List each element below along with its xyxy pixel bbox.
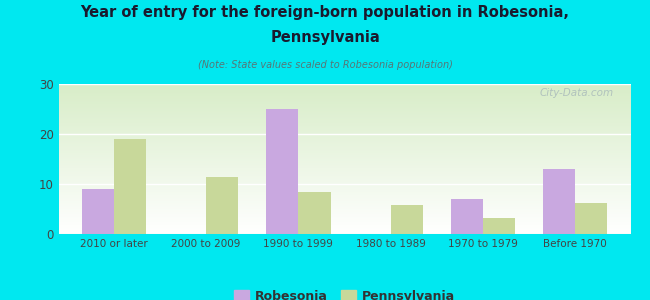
Bar [114,139,146,234]
Bar [575,203,608,234]
Bar [81,189,114,234]
Bar [206,176,239,234]
Bar [543,169,575,234]
Bar [298,191,331,234]
Bar [266,109,298,234]
Bar [450,199,483,234]
Legend: Robesonia, Pennsylvania: Robesonia, Pennsylvania [229,285,460,300]
Bar [483,218,515,234]
Text: Year of entry for the foreign-born population in Robesonia,: Year of entry for the foreign-born popul… [81,4,569,20]
Text: City-Data.com: City-Data.com [540,88,614,98]
Bar [391,205,423,234]
Text: (Note: State values scaled to Robesonia population): (Note: State values scaled to Robesonia … [198,60,452,70]
Text: Pennsylvania: Pennsylvania [270,30,380,45]
